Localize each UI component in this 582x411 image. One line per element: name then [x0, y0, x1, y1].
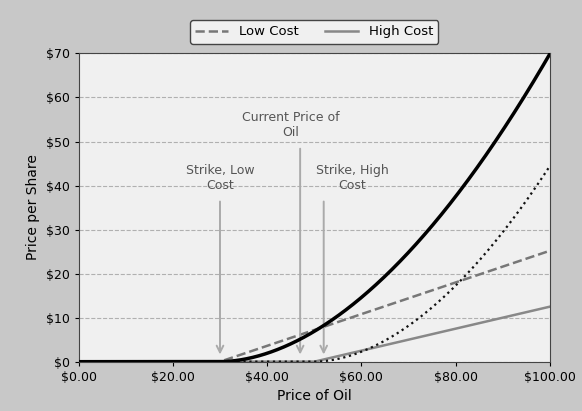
- Text: Current Price of
Oil: Current Price of Oil: [242, 111, 339, 139]
- Legend: Low Cost, High Cost: Low Cost, High Cost: [190, 20, 438, 44]
- Y-axis label: Price per Share: Price per Share: [26, 155, 40, 261]
- X-axis label: Price of Oil: Price of Oil: [277, 389, 352, 403]
- Text: Strike, High
Cost: Strike, High Cost: [315, 164, 388, 192]
- Text: Strike, Low
Cost: Strike, Low Cost: [186, 164, 254, 192]
